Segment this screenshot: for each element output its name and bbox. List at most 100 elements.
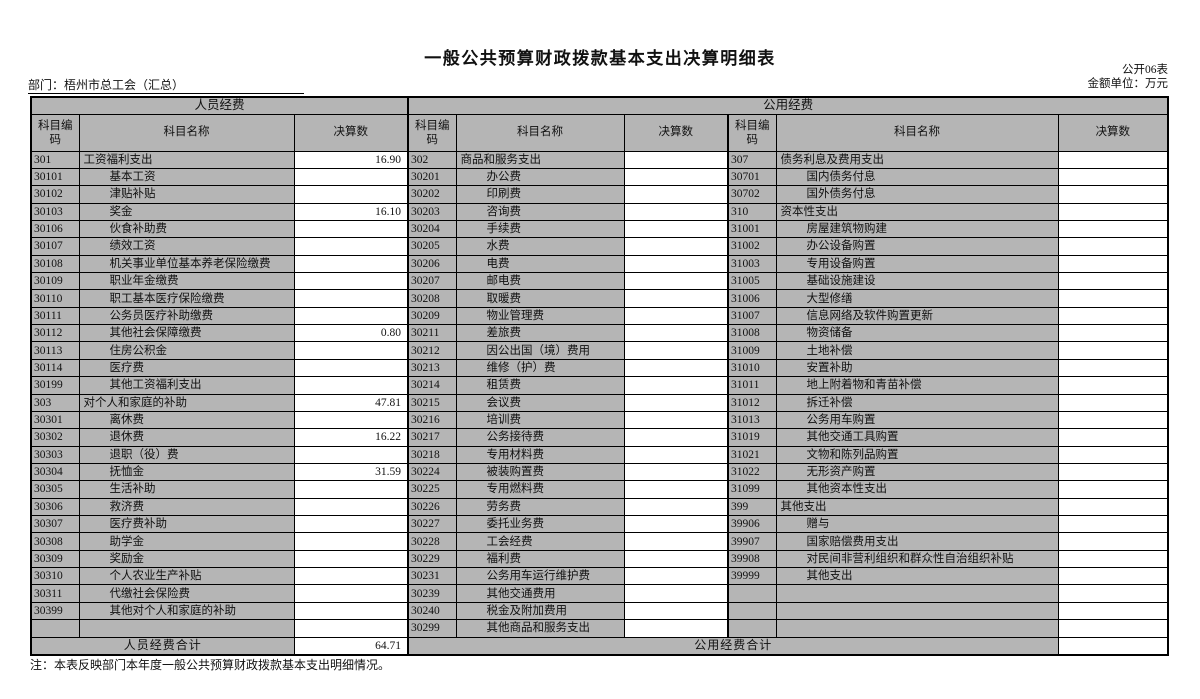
subject-code-cell: 31005 (727, 272, 777, 291)
value-cell (293, 549, 409, 569)
subject-code-cell: 30299 (407, 619, 457, 638)
value-cell (1057, 306, 1169, 326)
table-row: 30301 离休费 30216 培训费 31013 公务用车购置 (30, 410, 1169, 430)
subject-code-cell (727, 584, 777, 603)
value-cell (623, 393, 729, 412)
subject-name-cell: 差旅费 (455, 324, 625, 343)
public-total-value (1057, 636, 1169, 656)
subject-name-cell: 其他商品和服务支出 (455, 619, 625, 638)
value-cell (623, 462, 729, 482)
subject-code-cell: 30107 (30, 237, 80, 256)
subject-name-cell: 其他资本性支出 (775, 480, 1059, 499)
subject-name-cell: 基本工资 (78, 167, 295, 187)
table-row: 30307 医疗费补助 30227 委托业务费 39906 赠与 (30, 515, 1169, 534)
value-cell (623, 358, 729, 378)
subject-code-cell: 30240 (407, 601, 457, 621)
subject-code-cell: 302 (407, 150, 457, 169)
subject-code-cell: 31021 (727, 445, 777, 464)
subject-code-cell: 310 (727, 202, 777, 221)
subject-name-cell: 地上附着物和青苗补偿 (775, 376, 1059, 395)
table-row: 30399 其他对个人和家庭的补助 30240 税金及附加费用 (30, 601, 1169, 621)
subject-name-cell: 因公出国（境）费用 (455, 341, 625, 360)
value-cell (1057, 202, 1169, 221)
subject-name-cell: 住房公积金 (78, 341, 295, 360)
subject-code-cell: 30226 (407, 497, 457, 517)
subject-code-cell: 30304 (30, 462, 80, 482)
value-cell (293, 219, 409, 239)
value-cell (293, 185, 409, 204)
value-cell: 0.80 (293, 324, 409, 343)
subject-name-cell: 土地补偿 (775, 341, 1059, 360)
subject-code-cell: 30205 (407, 237, 457, 256)
value-cell (623, 376, 729, 395)
subject-name-cell: 印刷费 (455, 185, 625, 204)
value-cell (1057, 584, 1169, 603)
subject-name-cell (775, 619, 1059, 638)
subject-name-cell: 无形资产购置 (775, 462, 1059, 482)
subject-name-cell: 工会经费 (455, 532, 625, 551)
subject-name-cell: 维修（护）费 (455, 358, 625, 378)
subject-code-cell: 31006 (727, 289, 777, 308)
subject-code-cell: 30114 (30, 358, 80, 378)
value-cell (1057, 567, 1169, 586)
value-cell (293, 497, 409, 517)
subject-name-cell: 赠与 (775, 515, 1059, 534)
subject-name-cell: 邮电费 (455, 272, 625, 291)
value-cell (1057, 480, 1169, 499)
subject-name-cell: 其他支出 (775, 567, 1059, 586)
subject-code-cell: 30307 (30, 515, 80, 534)
subject-code-cell: 31019 (727, 428, 777, 447)
subject-name-cell: 物业管理费 (455, 306, 625, 326)
subject-name-cell: 公务员医疗补助缴费 (78, 306, 295, 326)
subject-code-cell: 30108 (30, 254, 80, 274)
subject-name-cell: 助学金 (78, 532, 295, 551)
subject-code-cell: 30218 (407, 445, 457, 464)
subject-code-header: 科目编码 (407, 113, 457, 152)
subject-code-cell: 30207 (407, 272, 457, 291)
subject-code-cell: 31011 (727, 376, 777, 395)
subject-code-cell: 30216 (407, 410, 457, 430)
value-cell (1057, 515, 1169, 534)
subject-name-header: 科目名称 (775, 113, 1059, 152)
subject-name-cell: 绩效工资 (78, 237, 295, 256)
section-header-row: 人员经费 公用经费 (30, 96, 1169, 115)
subject-code-cell: 30208 (407, 289, 457, 308)
value-cell (1057, 289, 1169, 308)
value-cell (293, 567, 409, 586)
subject-name-cell: 房屋建筑物购建 (775, 219, 1059, 239)
value-cell (293, 584, 409, 603)
subject-code-header: 科目编码 (30, 113, 80, 152)
value-cell (623, 567, 729, 586)
subject-name-cell (775, 584, 1059, 603)
subject-code-cell: 30239 (407, 584, 457, 603)
table-row: 30101 基本工资 30201 办公费 30701 国内债务付息 (30, 167, 1169, 187)
table-row: 30309 奖励金 30229 福利费 39908 对民间非营利组织和群众性自治组织补贴 (30, 549, 1169, 569)
value-cell (623, 584, 729, 603)
table-row: 30102 津贴补贴 30202 印刷费 30702 国外债务付息 (30, 185, 1169, 204)
subject-code-cell: 30399 (30, 601, 80, 621)
subject-code-cell: 30231 (407, 567, 457, 586)
value-cell (623, 150, 729, 169)
value-cell (623, 497, 729, 517)
subject-code-cell: 30224 (407, 462, 457, 482)
value-cell (293, 532, 409, 551)
value-cell (293, 272, 409, 291)
value-cell (623, 619, 729, 638)
value-cell (1057, 532, 1169, 551)
subject-name-cell: 奖金 (78, 202, 295, 221)
subject-code-cell: 30102 (30, 185, 80, 204)
subject-code-cell: 30209 (407, 306, 457, 326)
subject-code-header: 科目编码 (727, 113, 777, 152)
subject-name-cell: 租赁费 (455, 376, 625, 395)
subject-code-cell: 30106 (30, 219, 80, 239)
subject-code-cell: 31009 (727, 341, 777, 360)
subject-code-cell: 31012 (727, 393, 777, 412)
value-cell (623, 532, 729, 551)
value-cell (293, 341, 409, 360)
subject-name-cell: 国外债务付息 (775, 185, 1059, 204)
table-row: 30299 其他商品和服务支出 (30, 619, 1169, 638)
subject-name-cell: 税金及附加费用 (455, 601, 625, 621)
subject-name-cell: 劳务费 (455, 497, 625, 517)
subject-name-cell: 津贴补贴 (78, 185, 295, 204)
table-row: 30199 其他工资福利支出 30214 租赁费 31011 地上附着物和青苗补偿 (30, 376, 1169, 395)
